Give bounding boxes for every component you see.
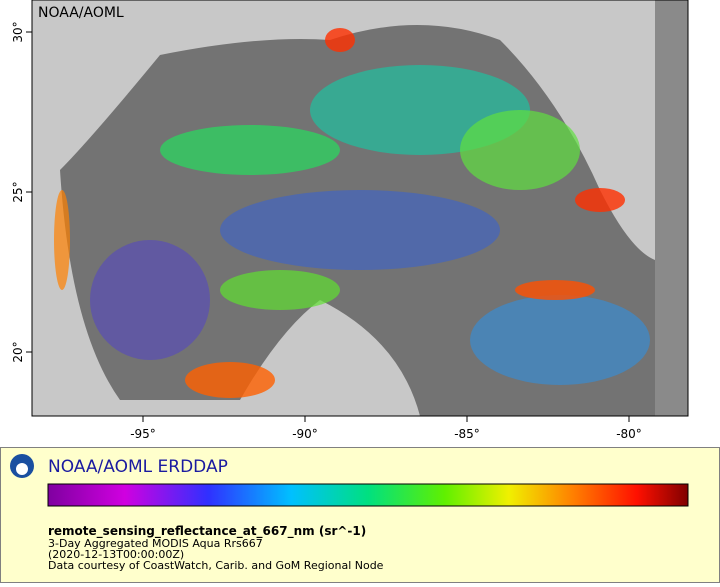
colorbar [47, 483, 689, 507]
x-tick-label: -85° [454, 427, 480, 441]
variable-name: remote_sensing_reflectance_at_667_nm (sr… [48, 524, 366, 539]
source: Data courtesy of CoastWatch, Carib. and … [48, 559, 384, 572]
y-tick-label: 30° [11, 21, 25, 42]
x-tick-label: -80° [616, 427, 642, 441]
y-tick-label: 25° [11, 181, 25, 202]
x-tick-label: -95° [130, 427, 156, 441]
x-tick-label: -90° [292, 427, 318, 441]
map [32, 0, 688, 416]
legend-panel [0, 447, 720, 583]
y-tick-label: 20° [11, 341, 25, 362]
description: 3-Day Aggregated MODIS Aqua Rrs667 [48, 537, 263, 550]
map-frame [31, 0, 689, 417]
time: (2020-12-13T00:00:00Z) [48, 548, 184, 561]
noaa-logo-inner [16, 463, 28, 475]
map-credit: NOAA/AOML [38, 5, 124, 21]
legend-title: NOAA/AOML ERDDAP [48, 457, 228, 477]
